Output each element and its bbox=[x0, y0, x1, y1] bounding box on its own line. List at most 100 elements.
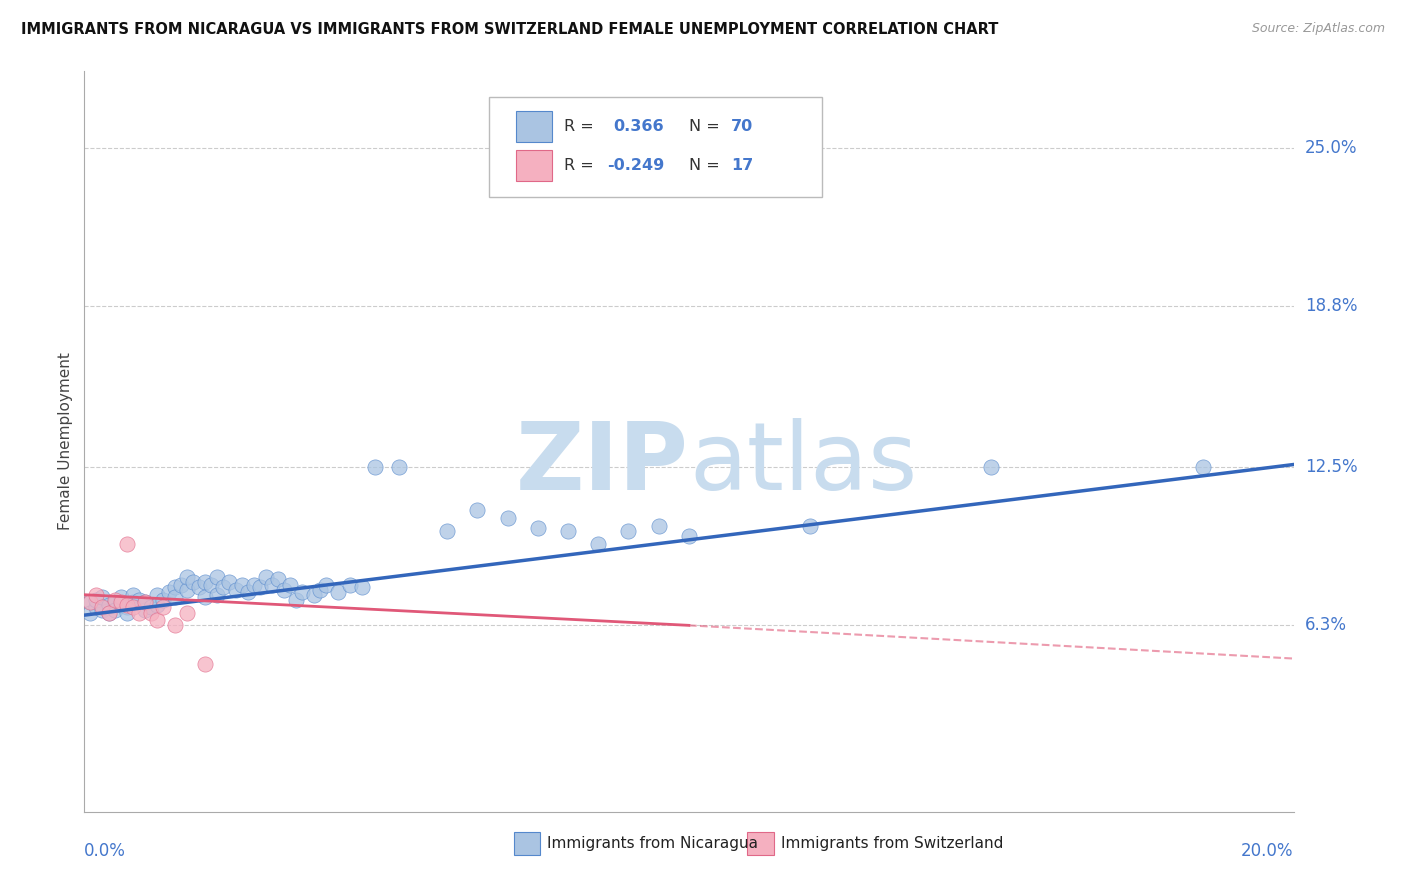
Point bbox=[527, 521, 550, 535]
Point bbox=[165, 580, 187, 594]
Point bbox=[165, 618, 187, 632]
Point bbox=[157, 585, 180, 599]
Point bbox=[86, 600, 108, 615]
Point bbox=[121, 588, 143, 602]
Point bbox=[278, 577, 301, 591]
Point bbox=[115, 600, 138, 615]
Point bbox=[91, 600, 114, 615]
Y-axis label: Female Unemployment: Female Unemployment bbox=[58, 352, 73, 531]
Point bbox=[267, 573, 290, 587]
Text: Immigrants from Switzerland: Immigrants from Switzerland bbox=[780, 836, 1004, 851]
Point bbox=[588, 536, 610, 550]
Point bbox=[176, 582, 198, 597]
Point bbox=[225, 582, 247, 597]
FancyBboxPatch shape bbox=[516, 112, 553, 143]
Text: 17: 17 bbox=[731, 158, 754, 173]
Text: 70: 70 bbox=[731, 120, 754, 135]
Point bbox=[110, 591, 132, 605]
FancyBboxPatch shape bbox=[516, 150, 553, 181]
Point bbox=[134, 603, 156, 617]
Point bbox=[212, 580, 235, 594]
Point bbox=[97, 598, 120, 612]
Point bbox=[678, 529, 700, 543]
Point bbox=[231, 577, 253, 591]
Point bbox=[115, 598, 138, 612]
Point bbox=[134, 595, 156, 609]
Point bbox=[121, 595, 143, 609]
Point bbox=[86, 588, 108, 602]
Point bbox=[467, 503, 489, 517]
Point bbox=[79, 595, 101, 609]
Point bbox=[146, 588, 169, 602]
Point bbox=[165, 591, 187, 605]
Text: 6.3%: 6.3% bbox=[1305, 616, 1347, 634]
Point bbox=[254, 570, 277, 584]
Point bbox=[181, 574, 204, 589]
Point bbox=[121, 600, 143, 615]
Point bbox=[285, 592, 308, 607]
Point bbox=[260, 577, 283, 591]
Text: Immigrants from Nicaragua: Immigrants from Nicaragua bbox=[547, 836, 758, 851]
Text: R =: R = bbox=[564, 120, 599, 135]
Point bbox=[194, 574, 217, 589]
FancyBboxPatch shape bbox=[747, 832, 773, 855]
Point bbox=[152, 592, 174, 607]
Point bbox=[328, 585, 350, 599]
Point bbox=[1192, 460, 1215, 475]
Point bbox=[146, 613, 169, 627]
Point bbox=[315, 577, 337, 591]
Text: R =: R = bbox=[564, 158, 599, 173]
Point bbox=[339, 577, 361, 591]
Point bbox=[218, 574, 240, 589]
Point bbox=[91, 603, 114, 617]
Point bbox=[176, 570, 198, 584]
Text: -0.249: -0.249 bbox=[607, 158, 664, 173]
Point bbox=[302, 588, 325, 602]
Point bbox=[436, 524, 458, 538]
Point bbox=[110, 595, 132, 609]
Point bbox=[273, 582, 295, 597]
Point bbox=[207, 570, 229, 584]
Text: 20.0%: 20.0% bbox=[1241, 842, 1294, 860]
Point bbox=[176, 606, 198, 620]
Point bbox=[152, 600, 174, 615]
Point bbox=[617, 524, 640, 538]
Point bbox=[207, 588, 229, 602]
Point bbox=[363, 460, 385, 475]
Point bbox=[115, 536, 138, 550]
Point bbox=[980, 460, 1002, 475]
Text: 0.0%: 0.0% bbox=[84, 842, 127, 860]
Text: 25.0%: 25.0% bbox=[1305, 139, 1357, 157]
Point bbox=[242, 577, 264, 591]
Point bbox=[194, 591, 217, 605]
Point bbox=[139, 606, 162, 620]
Point bbox=[146, 598, 169, 612]
Point bbox=[128, 592, 150, 607]
Point bbox=[200, 577, 222, 591]
FancyBboxPatch shape bbox=[513, 832, 540, 855]
Point bbox=[194, 657, 217, 671]
Point bbox=[249, 580, 271, 594]
Text: Source: ZipAtlas.com: Source: ZipAtlas.com bbox=[1251, 22, 1385, 36]
Point bbox=[115, 606, 138, 620]
Text: 12.5%: 12.5% bbox=[1305, 458, 1357, 476]
Point bbox=[97, 606, 120, 620]
Text: 0.366: 0.366 bbox=[613, 120, 664, 135]
Point bbox=[236, 585, 259, 599]
FancyBboxPatch shape bbox=[489, 97, 823, 197]
Point bbox=[79, 595, 101, 609]
Point bbox=[799, 518, 821, 533]
Point bbox=[648, 518, 671, 533]
Text: 18.8%: 18.8% bbox=[1305, 297, 1357, 315]
Point bbox=[97, 606, 120, 620]
Text: N =: N = bbox=[689, 120, 720, 135]
Text: ZIP: ZIP bbox=[516, 417, 689, 509]
Point bbox=[110, 598, 132, 612]
Point bbox=[128, 606, 150, 620]
Point bbox=[188, 580, 211, 594]
Point bbox=[91, 591, 114, 605]
Point bbox=[134, 595, 156, 609]
Point bbox=[86, 592, 108, 607]
Point bbox=[79, 606, 101, 620]
Point bbox=[104, 603, 127, 617]
